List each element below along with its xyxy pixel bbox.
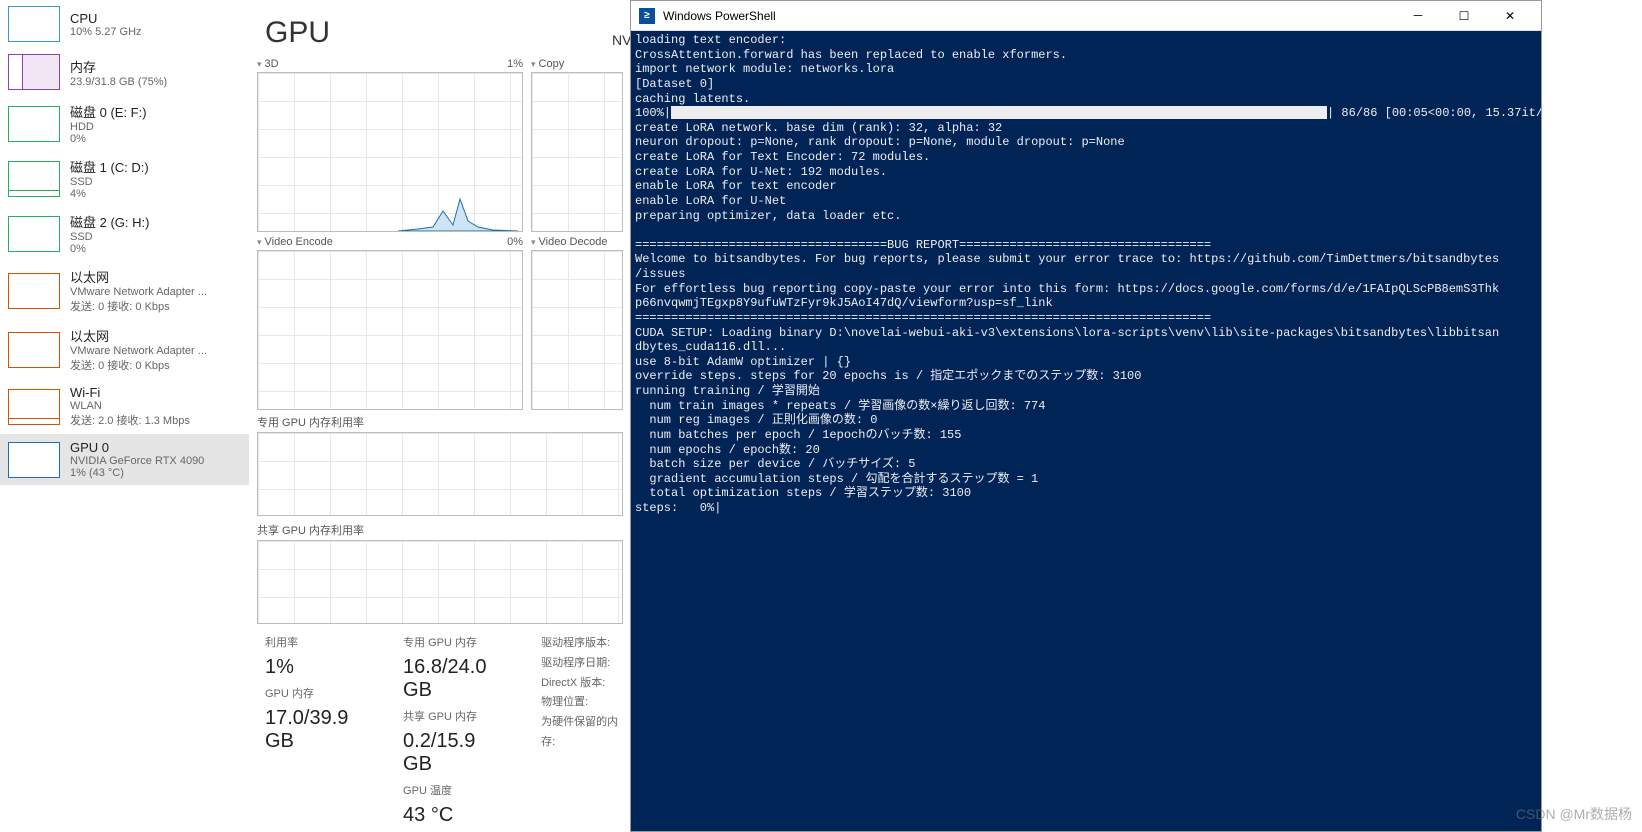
sidebar-item-title: 磁盘 0 (E: F:) <box>70 102 241 121</box>
gpu-stats: 利用率 1% GPU 内存 17.0/39.9 GB 专用 GPU 内存 16.… <box>257 634 623 827</box>
powershell-titlebar[interactable]: ≥ Windows PowerShell － ☐ ✕ <box>631 1 1541 31</box>
sidebar-item-disk2[interactable]: 磁盘 2 (G: H:)SSD0% <box>0 206 249 261</box>
sidebar-item-title: 磁盘 1 (C: D:) <box>70 157 241 176</box>
sidebar-thumb <box>8 389 60 425</box>
chevron-down-icon[interactable]: ▾ <box>257 59 262 69</box>
chart-video-encode: ▾Video Encode0% <box>257 236 523 410</box>
sidebar-thumb <box>8 6 60 42</box>
gpu-heading: GPU <box>265 16 623 50</box>
sidebar-item-title: 以太网 <box>70 267 241 286</box>
chart-copy: ▾Copy <box>531 58 623 232</box>
watermark: CSDN @Mr数据杨 <box>1516 804 1632 824</box>
gpu-name-partial: NV <box>612 32 631 48</box>
chart-shared-mem: 共享 GPU 内存利用率 <box>257 522 623 624</box>
powershell-title: Windows PowerShell <box>663 9 1395 23</box>
sidebar-thumb <box>8 161 60 197</box>
sidebar-item-cpu[interactable]: CPU10% 5.27 GHz <box>0 0 249 48</box>
gpu-driver-stats: 驱动程序版本: 驱动程序日期: DirectX 版本: 物理位置: 为硬件保留的… <box>541 634 623 827</box>
sidebar-item-eth0[interactable]: 以太网VMware Network Adapter ...发送: 0 接收: 0… <box>0 261 249 320</box>
powershell-window: ≥ Windows PowerShell － ☐ ✕ loading text … <box>630 0 1542 832</box>
sidebar-item-gpu0[interactable]: GPU 0NVIDIA GeForce RTX 40901% (43 °C) <box>0 434 249 485</box>
taskmgr-gpu-panel: GPU ▾3D1% ▾Copy ▾Video Encode0% ▾Video D… <box>249 0 631 832</box>
sidebar-item-disk1[interactable]: 磁盘 1 (C: D:)SSD4% <box>0 151 249 206</box>
sidebar-item-title: CPU <box>70 11 241 26</box>
chevron-down-icon[interactable]: ▾ <box>531 59 536 69</box>
sidebar-thumb <box>8 273 60 309</box>
sidebar-item-title: 内存 <box>70 57 241 76</box>
close-button[interactable]: ✕ <box>1487 1 1533 31</box>
sidebar-item-wifi[interactable]: Wi-FiWLAN发送: 2.0 接收: 1.3 Mbps <box>0 379 249 434</box>
sidebar-item-title: GPU 0 <box>70 440 241 455</box>
chart-3d: ▾3D1% <box>257 58 523 232</box>
powershell-icon: ≥ <box>639 8 655 24</box>
taskmgr-sidebar: CPU10% 5.27 GHz内存23.9/31.8 GB (75%)磁盘 0 … <box>0 0 249 832</box>
sidebar-item-title: 磁盘 2 (G: H:) <box>70 212 241 231</box>
gpu-3d-spike <box>398 191 518 231</box>
sidebar-item-title: 以太网 <box>70 326 241 345</box>
sidebar-item-title: Wi-Fi <box>70 385 241 400</box>
minimize-button[interactable]: － <box>1395 1 1441 31</box>
sidebar-thumb <box>8 54 60 90</box>
maximize-button[interactable]: ☐ <box>1441 1 1487 31</box>
sidebar-thumb <box>8 216 60 252</box>
sidebar-thumb <box>8 106 60 142</box>
chart-video-decode: ▾Video Decode <box>531 236 623 410</box>
sidebar-item-mem[interactable]: 内存23.9/31.8 GB (75%) <box>0 48 249 96</box>
powershell-output[interactable]: loading text encoder: CrossAttention.for… <box>631 31 1541 831</box>
sidebar-item-disk0[interactable]: 磁盘 0 (E: F:)HDD0% <box>0 96 249 151</box>
sidebar-thumb <box>8 442 60 478</box>
chart-dedicated-mem: 专用 GPU 内存利用率 <box>257 414 623 516</box>
sidebar-item-eth1[interactable]: 以太网VMware Network Adapter ...发送: 0 接收: 0… <box>0 320 249 379</box>
chevron-down-icon[interactable]: ▾ <box>257 237 262 247</box>
chevron-down-icon[interactable]: ▾ <box>531 237 536 247</box>
sidebar-thumb <box>8 332 60 368</box>
